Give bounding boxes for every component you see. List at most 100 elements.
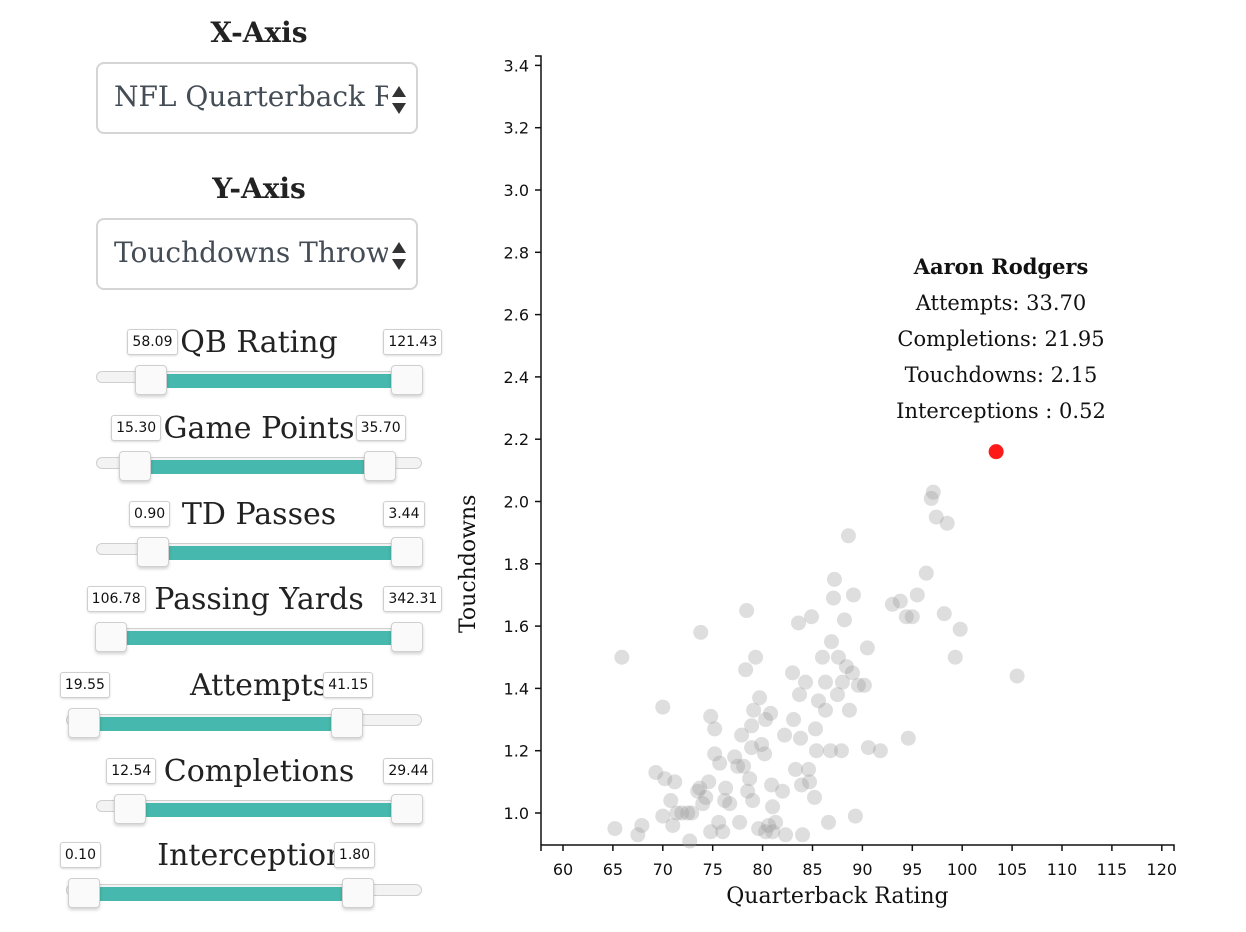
data-point[interactable] <box>838 659 854 675</box>
highlighted-point[interactable] <box>988 444 1004 460</box>
data-point[interactable] <box>900 730 916 746</box>
data-point[interactable] <box>742 771 758 787</box>
data-point[interactable] <box>655 699 671 715</box>
slider-min-handle[interactable] <box>94 622 127 652</box>
data-point[interactable] <box>841 702 857 718</box>
data-point[interactable] <box>786 712 802 728</box>
data-point[interactable] <box>663 793 679 809</box>
data-point[interactable] <box>680 805 696 821</box>
data-point[interactable] <box>730 758 746 774</box>
data-point[interactable] <box>785 665 801 681</box>
data-point[interactable] <box>758 712 774 728</box>
data-point[interactable] <box>745 793 761 809</box>
data-point[interactable] <box>830 649 846 665</box>
data-point[interactable] <box>928 509 944 525</box>
data-point[interactable] <box>860 740 876 756</box>
data-point[interactable] <box>717 793 733 809</box>
slider-min-handle[interactable] <box>137 537 170 567</box>
data-point[interactable] <box>898 609 914 625</box>
data-point[interactable] <box>833 743 849 759</box>
data-point[interactable] <box>734 727 750 743</box>
data-point[interactable] <box>825 590 841 606</box>
data-point[interactable] <box>792 687 808 703</box>
slider-max-handle[interactable] <box>391 622 424 652</box>
data-point[interactable] <box>701 774 717 790</box>
data-point[interactable] <box>794 777 810 793</box>
data-point[interactable] <box>703 708 719 724</box>
slider-max-handle[interactable] <box>391 537 424 567</box>
data-point[interactable] <box>806 789 822 805</box>
data-point[interactable] <box>695 796 711 812</box>
data-point[interactable] <box>768 814 784 830</box>
slider-max-handle[interactable] <box>391 794 424 824</box>
data-point[interactable] <box>859 640 875 656</box>
data-point[interactable] <box>817 702 833 718</box>
data-point[interactable] <box>817 674 833 690</box>
data-point[interactable] <box>657 771 673 787</box>
data-point[interactable] <box>836 612 852 628</box>
data-point[interactable] <box>798 674 814 690</box>
data-point[interactable] <box>845 587 861 603</box>
data-point[interactable] <box>872 743 888 759</box>
data-point[interactable] <box>690 783 706 799</box>
data-point[interactable] <box>669 805 685 821</box>
data-point[interactable] <box>826 571 842 587</box>
data-point[interactable] <box>918 565 934 581</box>
data-point[interactable] <box>820 814 836 830</box>
data-point[interactable] <box>765 799 781 815</box>
data-point[interactable] <box>810 693 826 709</box>
data-point[interactable] <box>807 721 823 737</box>
data-point[interactable] <box>804 609 820 625</box>
data-point[interactable] <box>829 687 845 703</box>
data-point[interactable] <box>952 621 968 637</box>
data-point[interactable] <box>823 634 839 650</box>
data-point[interactable] <box>840 528 856 544</box>
data-point[interactable] <box>795 827 811 843</box>
data-point[interactable] <box>752 690 768 706</box>
data-point[interactable] <box>738 662 754 678</box>
data-point[interactable] <box>775 783 791 799</box>
data-point[interactable] <box>715 824 731 840</box>
data-point[interactable] <box>850 677 866 693</box>
data-point[interactable] <box>707 746 723 762</box>
data-point[interactable] <box>802 774 818 790</box>
data-point[interactable] <box>808 743 824 759</box>
data-point[interactable] <box>684 805 700 821</box>
data-point[interactable] <box>777 727 793 743</box>
data-point[interactable] <box>765 824 781 840</box>
data-point[interactable] <box>727 749 743 765</box>
data-point[interactable] <box>692 780 708 796</box>
data-point[interactable] <box>1009 668 1025 684</box>
data-point[interactable] <box>814 649 830 665</box>
data-point[interactable] <box>614 649 630 665</box>
data-point[interactable] <box>718 780 734 796</box>
data-point[interactable] <box>746 702 762 718</box>
data-point[interactable] <box>682 833 698 849</box>
data-point[interactable] <box>740 783 756 799</box>
data-point[interactable] <box>847 808 863 824</box>
data-point[interactable] <box>791 615 807 631</box>
data-point[interactable] <box>923 490 939 506</box>
data-point[interactable] <box>707 721 723 737</box>
slider-min-handle[interactable] <box>135 365 168 395</box>
data-point[interactable] <box>822 743 838 759</box>
data-point[interactable] <box>674 805 690 821</box>
data-point[interactable] <box>698 789 714 805</box>
slider-max-handle[interactable] <box>391 365 424 395</box>
data-point[interactable] <box>904 609 920 625</box>
data-point[interactable] <box>834 674 850 690</box>
data-point[interactable] <box>939 515 955 531</box>
data-point[interactable] <box>764 777 780 793</box>
data-point[interactable] <box>936 606 952 622</box>
slider-max-handle[interactable] <box>363 451 396 481</box>
slider-min-handle[interactable] <box>67 878 100 908</box>
data-point[interactable] <box>788 761 804 777</box>
slider-max-handle[interactable] <box>331 708 364 738</box>
data-point[interactable] <box>757 746 773 762</box>
data-point[interactable] <box>754 736 770 752</box>
data-point[interactable] <box>630 827 646 843</box>
data-point[interactable] <box>648 765 664 781</box>
data-point[interactable] <box>947 649 963 665</box>
slider-min-handle[interactable] <box>67 708 100 738</box>
x-axis-select[interactable]: NFL Quarterback R <box>96 62 418 134</box>
